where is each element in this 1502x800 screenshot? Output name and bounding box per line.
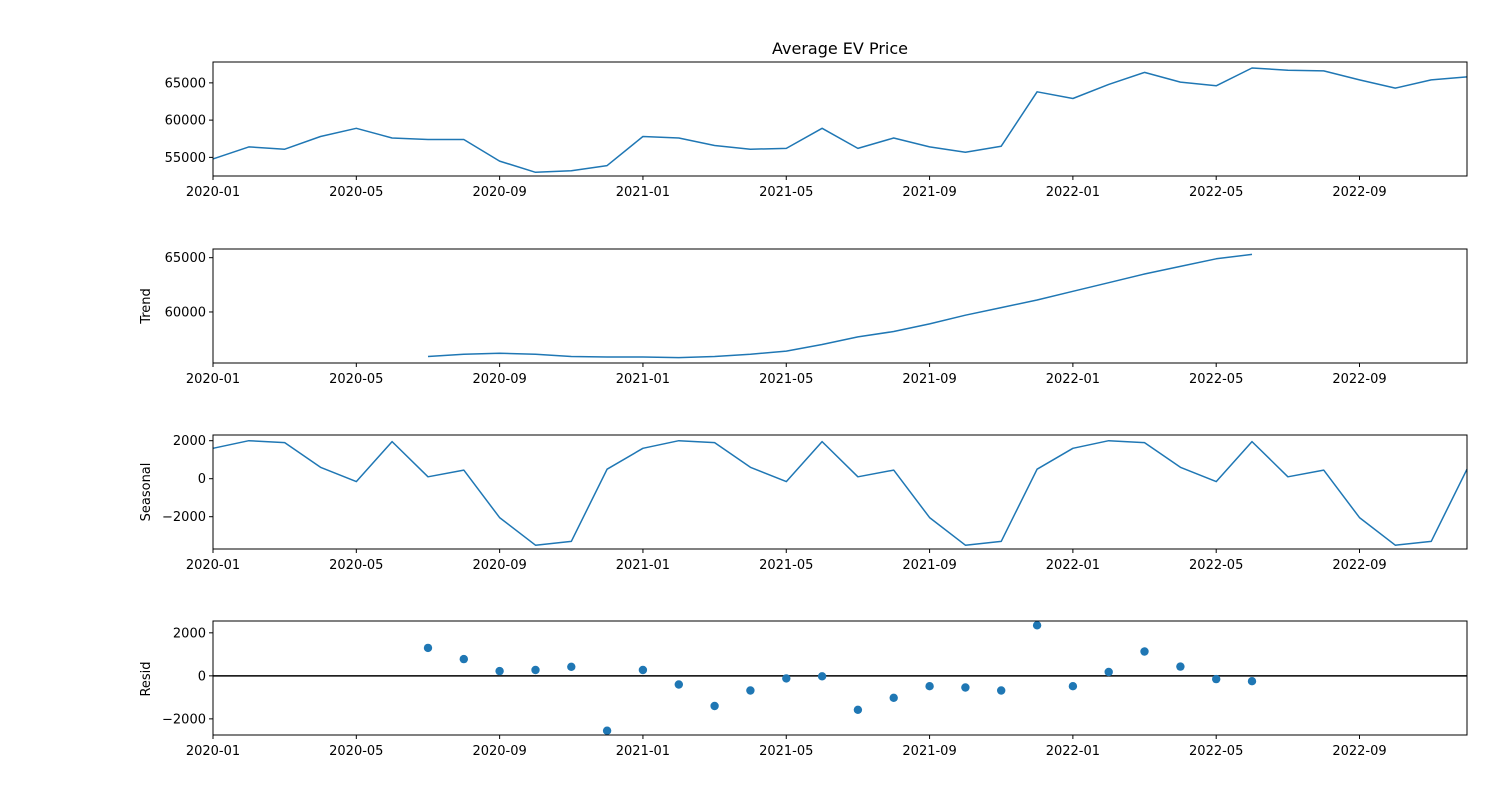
trend-xtick-label: 2021-05 [759,372,813,387]
seasonal-panel: Seasonal −2000 0 2000 2020-01 2020-05 2020-09… [139,434,1468,573]
resid-point [638,665,648,675]
resid-point [925,682,934,691]
resid-point [423,643,433,653]
trend-xtick-label: 2021-01 [616,372,670,387]
resid-point [710,701,719,711]
resid-xtick-label: 2022-05 [1189,744,1243,759]
trend-xtick-label: 2020-05 [329,372,383,387]
seasonal-xtick-label: 2020-01 [186,558,240,573]
seasonal-xtick-label: 2021-01 [616,558,670,573]
trend-xtick-label: 2020-09 [472,372,526,387]
resid-point [782,674,791,683]
price-ytick-label: 65000 [165,76,206,91]
resid-point [531,665,540,675]
resid-point [889,693,898,702]
seasonal-xtick-label: 2021-05 [759,558,813,573]
resid-point [853,705,863,714]
chart-title: Average EV Price [772,39,908,58]
price-series-line [212,67,1468,174]
resid-xtick-label: 2021-01 [616,744,670,759]
trend-xtick-label: 2022-05 [1189,372,1243,387]
seasonal-xtick-label: 2022-05 [1189,558,1243,573]
resid-xtick-label: 2020-09 [472,744,526,759]
trend-axes-frame [212,248,1468,364]
price-xtick-label: 2020-05 [329,185,383,200]
resid-point [459,654,468,664]
resid-point [602,726,612,735]
seasonal-plot-area: −2000 0 2000 2020-01 2020-05 2020-09 2021-01 20… [162,434,1468,573]
seasonal-ylabel: Seasonal [139,463,154,522]
resid-point [1212,674,1221,684]
trend-panel: Trend 60000 65000 2020-01 2020-05 2020-09 202… [139,248,1468,387]
trend-xtick-label: 2022-09 [1332,372,1386,387]
price-ytick-label: 60000 [165,114,206,129]
resid-point [1068,682,1078,691]
resid-xtick-label: 2020-05 [329,744,383,759]
trend-series-line [427,253,1253,359]
price-xtick-label: 2021-01 [616,185,670,200]
resid-point [674,680,683,689]
resid-plot-area: −2000 0 2000 2020-01 2020-05 2020-09 2021-01 20… [162,620,1468,759]
resid-point [1247,677,1257,686]
resid-point [567,662,576,671]
trend-ytick-label: 60000 [165,305,206,320]
trend-xtick-label: 2021-09 [902,372,956,387]
seasonal-ytick-label: 0 [198,472,206,487]
resid-ylabel: Resid [139,661,154,696]
resid-xtick-label: 2020-01 [186,744,240,759]
price-xtick-label: 2020-01 [186,185,240,200]
resid-ytick-label: −2000 [162,712,206,727]
price-axes-frame [212,61,1468,177]
seasonal-xtick-label: 2020-05 [329,558,383,573]
trend-plot-area: 60000 65000 2020-01 2020-05 2020-09 2021-01 20… [165,248,1468,387]
trend-xtick-label: 2022-01 [1046,372,1100,387]
seasonal-xtick-label: 2022-09 [1332,558,1386,573]
price-xtick-label: 2020-09 [472,185,526,200]
resid-xtick-label: 2022-09 [1332,744,1386,759]
seasonal-xtick-label: 2021-09 [902,558,956,573]
resid-xtick-label: 2021-09 [902,744,956,759]
resid-point [1104,667,1113,677]
trend-ytick-label: 65000 [165,251,206,266]
resid-panel: Resid −2000 0 2000 2020-01 2020-05 2020-09 202… [139,620,1468,759]
seasonal-xtick-label: 2022-01 [1046,558,1100,573]
resid-ytick-label: 2000 [173,626,206,641]
seasonal-axes-frame [212,434,1468,550]
resid-point [817,672,827,681]
resid-point [746,686,755,695]
price-xtick-label: 2021-09 [902,185,956,200]
resid-point [1032,621,1042,630]
price-panel: Average EV Price 55000 60000 65000 2020-01 2… [165,39,1468,200]
seasonal-ytick-label: 2000 [173,434,206,449]
seasonal-xtick-label: 2020-09 [472,558,526,573]
resid-ytick-label: 0 [198,669,206,684]
trend-xtick-label: 2020-01 [186,372,240,387]
resid-xtick-label: 2022-01 [1046,744,1100,759]
resid-xtick-label: 2021-05 [759,744,813,759]
trend-ylabel: Trend [139,288,154,325]
seasonal-series-line [212,439,1468,546]
resid-point [997,686,1006,695]
price-xtick-label: 2021-05 [759,185,813,200]
resid-point [495,666,504,676]
price-xtick-label: 2022-05 [1189,185,1243,200]
resid-point [1176,662,1185,671]
price-plot-area: 55000 60000 65000 2020-01 2020-05 2020-09 2021… [165,61,1468,200]
price-ytick-label: 55000 [165,151,206,166]
resid-point [1140,647,1149,656]
seasonal-ytick-label: −2000 [162,510,206,525]
resid-axes-frame [212,620,1468,736]
resid-point [961,683,970,692]
price-xtick-label: 2022-01 [1046,185,1100,200]
price-xtick-label: 2022-09 [1332,185,1386,200]
